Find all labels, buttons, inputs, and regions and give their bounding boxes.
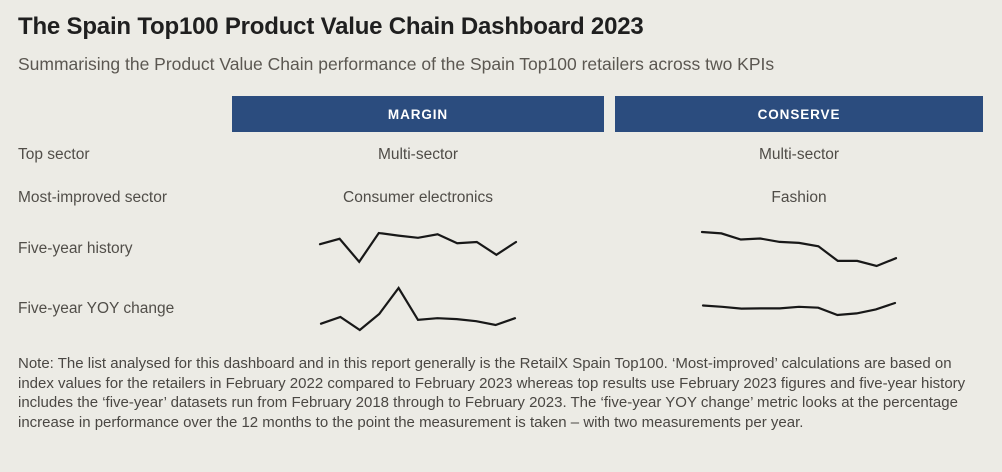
kpi-header-row: MARGIN CONSERVE	[0, 96, 1002, 132]
sparkline-margin-five-year-yoy-change	[319, 286, 517, 332]
column-header-margin: MARGIN	[232, 96, 604, 132]
value-margin-most-improved-sector: Consumer electronics	[343, 189, 493, 206]
footnote: Note: The list analysed for this dashboa…	[18, 355, 966, 431]
row-label-five-year-yoy-change: Five-year YOY change	[18, 300, 175, 317]
row-label-top-sector: Top sector	[18, 146, 90, 163]
sparkline-margin-five-year-history	[318, 231, 518, 264]
table-row-five-year-yoy-change: Five-year YOY change	[0, 280, 1002, 338]
column-header-margin-label: MARGIN	[387, 106, 449, 122]
value-margin-top-sector: Multi-sector	[377, 146, 459, 163]
table-row-five-year-history: Five-year history	[0, 218, 1002, 280]
table-row-most-improved-sector: Most-improved sector Consumer electronic…	[0, 178, 1002, 218]
page-subtitle: Summarising the Product Value Chain perf…	[18, 54, 775, 74]
value-conserve-most-improved-sector: Fashion	[771, 189, 827, 206]
kpi-table: MARGIN CONSERVE Top sector Multi-sector …	[0, 96, 1002, 338]
sparkline-conserve-five-year-yoy-change	[701, 301, 897, 317]
column-header-conserve: CONSERVE	[615, 96, 983, 132]
row-label-five-year-history: Five-year history	[18, 240, 133, 257]
value-conserve-top-sector: Multi-sector	[758, 146, 840, 163]
table-row-top-sector: Top sector Multi-sector Multi-sector	[0, 132, 1002, 178]
sparkline-conserve-five-year-history	[700, 230, 898, 268]
page-title: The Spain Top100 Product Value Chain Das…	[18, 13, 644, 40]
row-label-most-improved-sector: Most-improved sector	[18, 189, 168, 206]
column-header-conserve-label: CONSERVE	[757, 106, 841, 122]
